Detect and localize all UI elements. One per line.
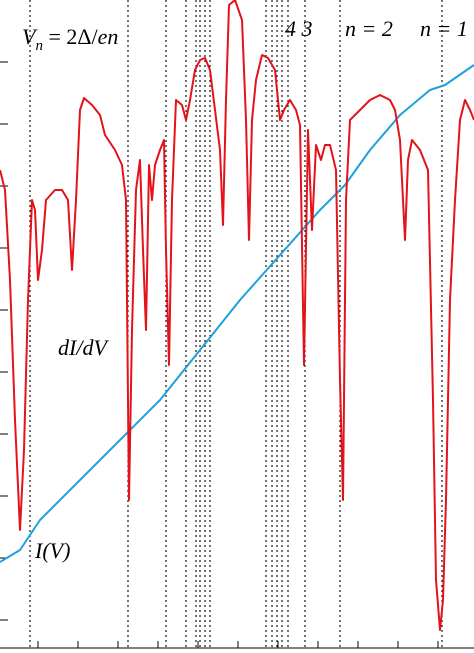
title-part: n xyxy=(35,38,43,54)
title-part: = 2Δ/ xyxy=(43,24,99,49)
annotation: n = 1 xyxy=(420,16,468,41)
title-part: V xyxy=(22,24,38,49)
data-line xyxy=(0,0,474,631)
annotation: I(V) xyxy=(34,538,70,563)
annotation: 4 3 xyxy=(285,16,313,41)
data-line xyxy=(0,64,474,563)
annotation: dI/dV xyxy=(58,335,109,360)
title-part: en xyxy=(98,24,119,49)
annotation: n = 2 xyxy=(345,16,393,41)
chart-title: Vn = 2Δ/en xyxy=(22,24,118,54)
